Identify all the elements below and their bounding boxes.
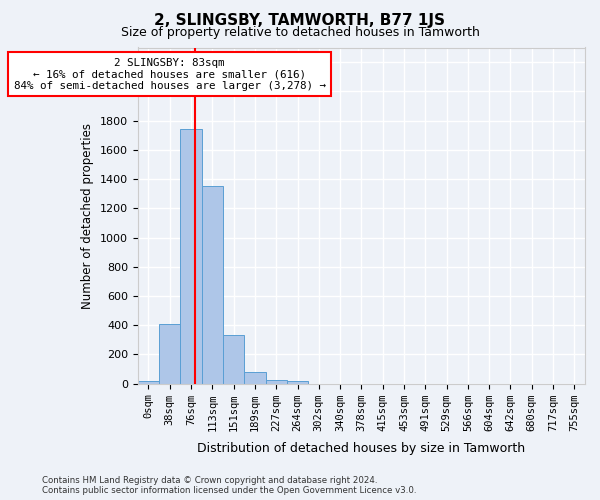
X-axis label: Distribution of detached houses by size in Tamworth: Distribution of detached houses by size …	[197, 442, 526, 455]
Bar	[202, 186, 223, 384]
Bar	[138, 380, 159, 384]
Text: 2 SLINGSBY: 83sqm
← 16% of detached houses are smaller (616)
84% of semi-detache: 2 SLINGSBY: 83sqm ← 16% of detached hous…	[14, 58, 326, 91]
Text: Contains HM Land Registry data © Crown copyright and database right 2024.
Contai: Contains HM Land Registry data © Crown c…	[42, 476, 416, 495]
Text: Size of property relative to detached houses in Tamworth: Size of property relative to detached ho…	[121, 26, 479, 39]
Bar	[266, 380, 287, 384]
Bar	[244, 372, 266, 384]
Text: 2, SLINGSBY, TAMWORTH, B77 1JS: 2, SLINGSBY, TAMWORTH, B77 1JS	[155, 12, 445, 28]
Y-axis label: Number of detached properties: Number of detached properties	[81, 122, 94, 308]
Bar	[181, 130, 202, 384]
Bar	[287, 380, 308, 384]
Bar	[223, 334, 244, 384]
Bar	[159, 324, 181, 384]
